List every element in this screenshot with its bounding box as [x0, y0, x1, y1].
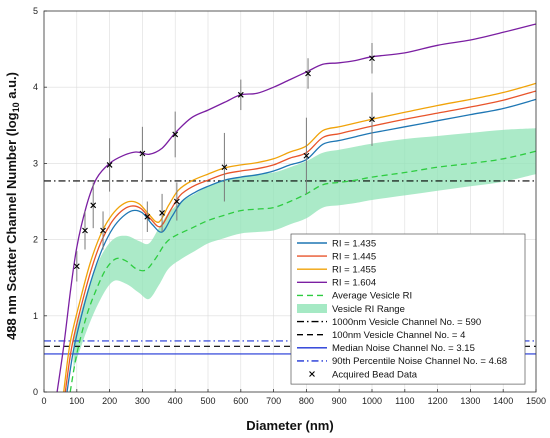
bead-marker [172, 131, 179, 138]
tick-labels: 0 100 200 300 400 500 600 700 800 900 1000 1100 1200… [33, 6, 546, 406]
y-axis-title-end: a.u.) [4, 72, 19, 102]
legend-label-1: RI = 1.445 [332, 251, 376, 262]
x-tick-label: 100 [69, 396, 84, 406]
bead-marker [106, 162, 113, 168]
x-tick-label: 900 [332, 396, 347, 406]
legend-label-5: Vesicle RI Range [332, 304, 405, 315]
series-line-4 [69, 150, 537, 393]
vesicle-ri-range-band [73, 128, 536, 370]
legend-label-4: Average Vesicle RI [332, 291, 412, 302]
legend: RI = 1.435 RI = 1.445 RI = 1.455 RI = 1.604… [290, 233, 526, 385]
legend-label-0: RI = 1.435 [332, 238, 376, 249]
x-tick-label: 1500 [526, 396, 546, 406]
bead-marker [303, 152, 310, 159]
bead-marker [237, 91, 244, 98]
x-tick-label: 1400 [493, 396, 513, 406]
series-line-1 [64, 90, 537, 393]
bead-marker [369, 116, 375, 123]
x-tick-label: 1100 [395, 396, 414, 406]
bead-marker [173, 198, 180, 205]
bead-marker [139, 150, 146, 157]
legend-label-10: Acquired Bead Data [332, 369, 418, 380]
bead-marker [100, 227, 106, 234]
bead-marker [369, 55, 375, 62]
legend-label-8: Median Noise Channel No. = 3.15 [332, 343, 475, 354]
x-tick-label: 400 [168, 396, 183, 406]
legend-swatch-10 [309, 371, 315, 377]
plot-frame [43, 10, 537, 393]
x-tick-label: 800 [299, 396, 314, 406]
bead-marker [305, 70, 311, 77]
legend-label-2: RI = 1.455 [332, 265, 376, 276]
range-band-layer [73, 128, 536, 370]
legend-label-6: 1000nm Vesicle Channel No. = 590 [332, 317, 481, 328]
legend-box [290, 233, 526, 385]
y-axis-title: 488 nm Scatter Channel Number (log10 a.u… [4, 72, 21, 340]
bead-marker [90, 202, 97, 209]
y-tick-label: 5 [33, 6, 38, 16]
bead-marker [144, 213, 151, 220]
legend-swatch-5 [297, 304, 327, 313]
x-tick-label: 600 [233, 396, 248, 406]
bead-data-layer [73, 43, 375, 282]
x-tick-label: 1300 [460, 396, 480, 406]
x-tick-label: 1200 [428, 396, 448, 406]
bead-marker [73, 263, 80, 270]
y-axis-title-main: 488 nm Scatter Channel Number (log [4, 112, 19, 340]
y-tick-label: 4 [33, 82, 38, 92]
bead-marker [221, 164, 228, 171]
x-tick-label: 300 [135, 396, 150, 406]
legend-label-9: 90th Percentile Noise Channel No. = 4.68 [332, 356, 507, 367]
y-tick-label: 0 [33, 387, 38, 397]
x-axis-title: Diameter (nm) [246, 418, 333, 433]
legend-label-7: 100nm Vesicle Channel No. = 4 [332, 330, 465, 341]
x-tick-label: 1000 [362, 396, 382, 406]
x-tick-label: 700 [266, 396, 281, 406]
y-tick-label: 2 [33, 235, 38, 245]
x-tick-label: 0 [41, 396, 46, 406]
x-tick-label: 500 [200, 396, 215, 406]
y-tick-label: 3 [33, 158, 38, 168]
series-line-0 [66, 98, 537, 393]
series-line-2 [63, 82, 537, 393]
bead-marker [159, 210, 165, 216]
y-tick-label: 1 [33, 311, 38, 321]
legend-label-3: RI = 1.604 [332, 278, 376, 289]
y-axis-title-subscript: 10 [11, 102, 21, 112]
bead-marker [82, 227, 88, 234]
x-tick-label: 200 [102, 396, 117, 406]
